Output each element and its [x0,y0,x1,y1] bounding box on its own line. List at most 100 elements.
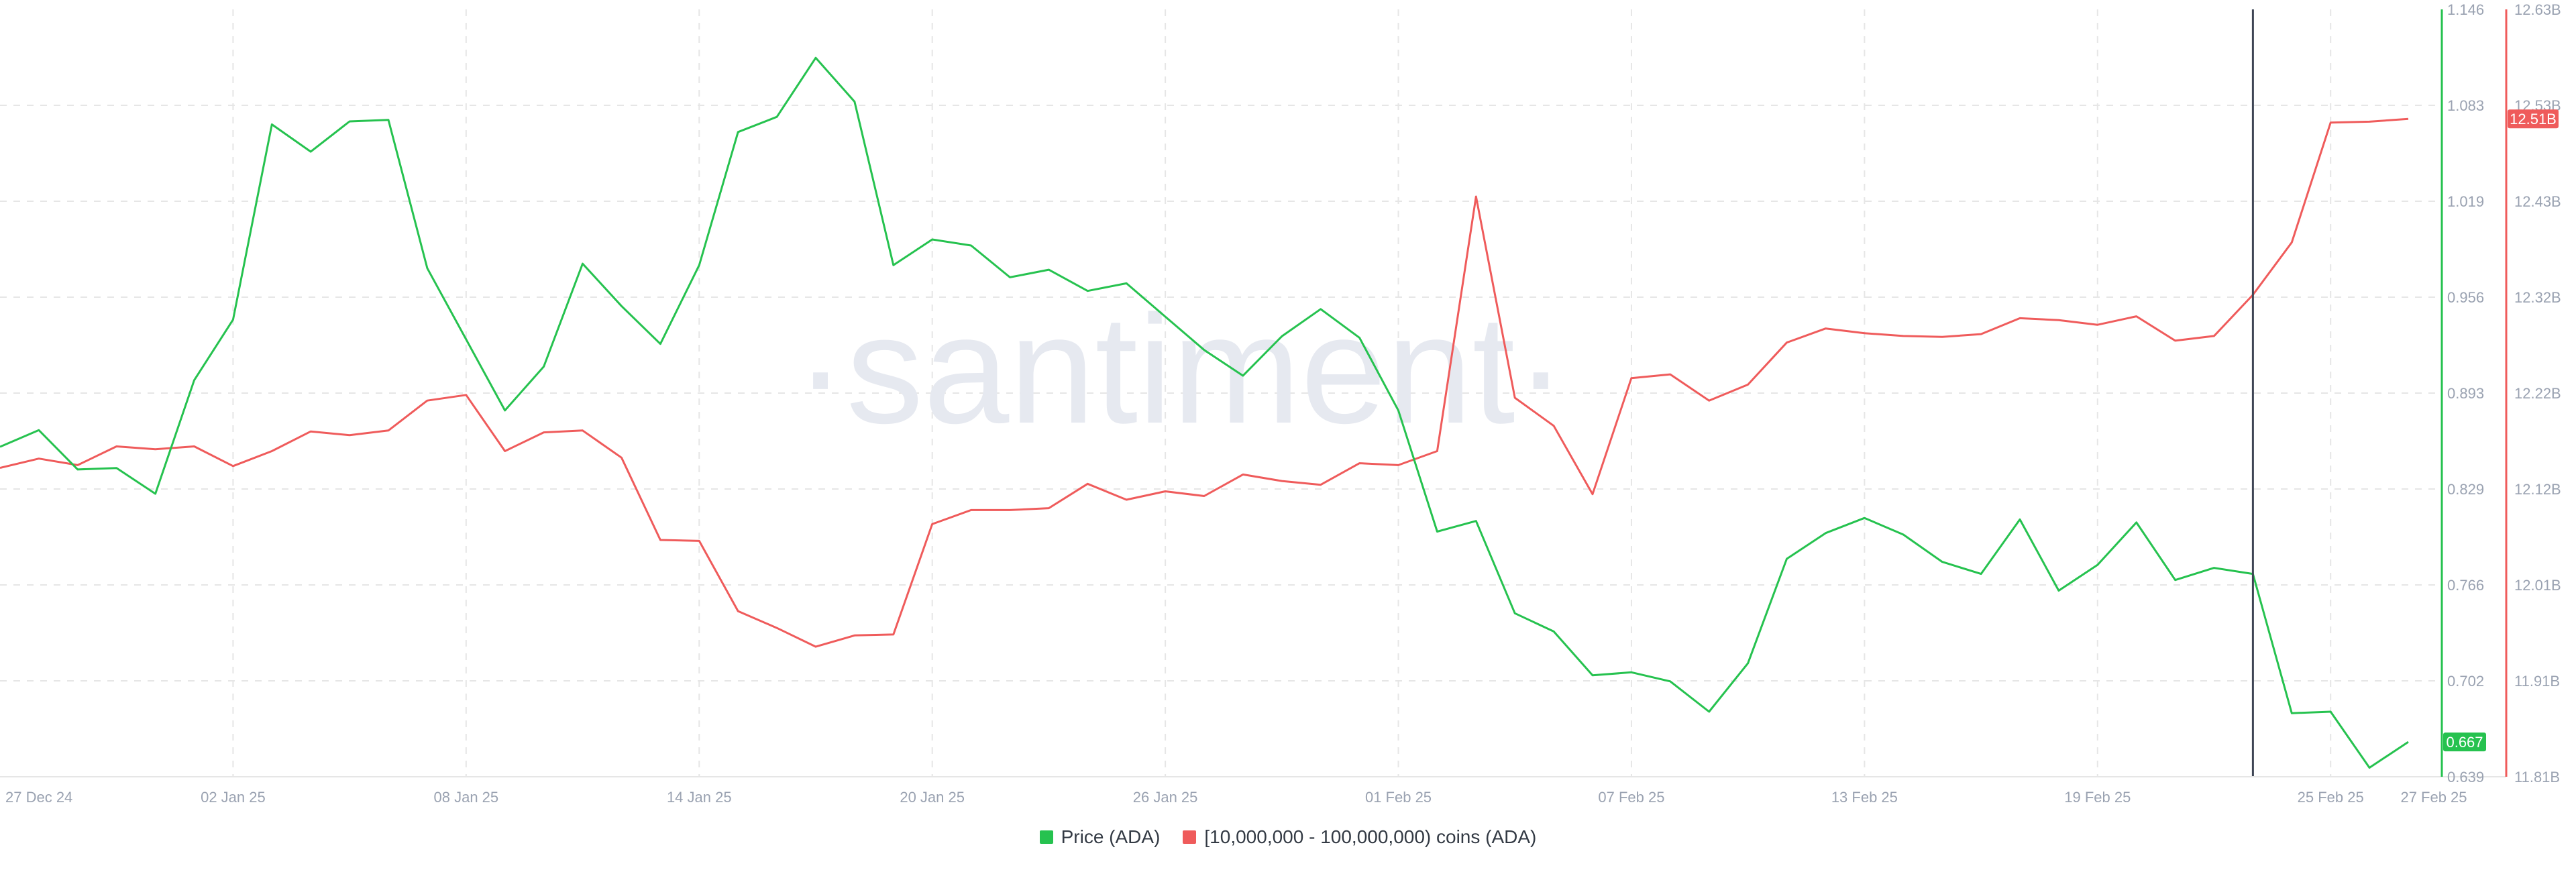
price-point [1784,556,1790,561]
price-point [2056,588,2061,593]
price-point [1590,673,1595,678]
price-point [1823,531,1828,536]
x-tick-label: 07 Feb 25 [1598,789,1664,806]
last-price-badge [2443,732,2486,752]
coins-point [2134,314,2139,319]
price-point [1551,629,1556,634]
last-coins-label: 12.51B [2510,111,2557,127]
legend-item-price[interactable]: Price (ADA) [1039,826,1160,848]
price-point [969,243,974,248]
coins-point [1201,493,1207,498]
legend-label-coins: [10,000,000 - 100,000,000) coins (ADA) [1204,826,1537,847]
coins-point [1823,326,1828,331]
y-left-tick-label: 1.019 [2447,193,2484,210]
price-point [657,341,663,347]
price-point [1434,529,1440,534]
coins-point [1707,398,1712,403]
coins-point [0,466,3,471]
price-point [2095,562,2100,567]
y-left-tick-label: 0.893 [2447,385,2484,402]
price-point [308,149,313,154]
coins-point [1279,478,1285,484]
price-point [425,266,430,271]
price-point [1396,408,1401,413]
price-point [2328,709,2333,714]
coins-point [1551,423,1556,429]
price-point [114,466,119,471]
coins-point [1746,382,1751,387]
y-left-tick-label: 0.639 [2447,769,2484,785]
coins-point [425,398,430,403]
x-tick-label: 27 Dec 24 [5,789,72,806]
coins-point [1473,194,1479,199]
coins-point [1396,462,1401,468]
price-point [2289,710,2294,716]
coins-point [153,447,158,452]
x-tick-label: 27 Feb 25 [2400,789,2467,806]
coins-point [2095,322,2100,327]
legend-item-coins[interactable]: [10,000,000 - 100,000,000) coins (ADA) [1183,826,1536,848]
coins-point [269,448,274,453]
coins-point [2173,338,2178,343]
price-point [192,378,197,383]
x-tick-label: 13 Feb 25 [1831,789,1898,806]
coins-point [696,538,702,543]
price-point [230,317,235,323]
price-point [1900,532,1906,537]
price-swatch-icon [1039,830,1053,844]
price-point [1201,347,1207,353]
price-point [464,337,469,342]
price-point [1746,661,1751,666]
last-price-label: 0.667 [2446,734,2483,751]
coins-point [308,429,313,434]
y-left-tick-label: 1.083 [2447,97,2484,114]
coins-point [1590,492,1595,497]
price-point [2211,565,2216,571]
coins-point [1629,376,1634,381]
price-point [2017,516,2023,522]
price-point [1668,679,1673,684]
coins-point [36,456,42,461]
x-tick-label: 19 Feb 25 [2064,789,2131,806]
grid [0,9,2435,777]
y-right-tick-label: 12.43B [2514,193,2561,210]
price-point [1007,274,1012,280]
price-point [541,364,547,370]
price-point [1240,373,1246,378]
coins-point [657,537,663,543]
price-point [1318,307,1324,312]
price-point [930,237,935,242]
x-tick-label: 01 Feb 25 [1365,789,1432,806]
y-right-tick-label: 12.63B [2514,1,2561,18]
coins-point [1240,472,1246,477]
y-right-tick-label: 12.01B [2514,577,2561,594]
coins-point [114,444,119,449]
coins-point [2289,239,2294,245]
price-point [347,119,352,124]
y-left-tick-label: 0.956 [2447,289,2484,306]
price-point [386,117,391,123]
coins-point [2367,119,2372,124]
coins-point [891,632,896,637]
x-tick-label: 20 Jan 25 [900,789,965,806]
coins-point [580,428,586,433]
coins-point [75,462,80,468]
coins-point [2328,120,2333,125]
price-point [36,427,42,433]
coins-point [386,428,391,433]
price-point [696,262,702,268]
x-tick-label: 08 Jan 25 [434,789,499,806]
coins-point [347,433,352,438]
x-tick-label: 26 Jan 25 [1133,789,1198,806]
coins-point [1668,372,1673,377]
coins-point [852,633,857,638]
price-series-line [0,56,2409,769]
price-point [1124,280,1129,286]
coins-point [1900,333,1906,339]
price-point [1473,519,1479,524]
price-point [1862,515,1867,521]
coins-point [464,392,469,398]
x-tick-label: 02 Jan 25 [201,789,266,806]
